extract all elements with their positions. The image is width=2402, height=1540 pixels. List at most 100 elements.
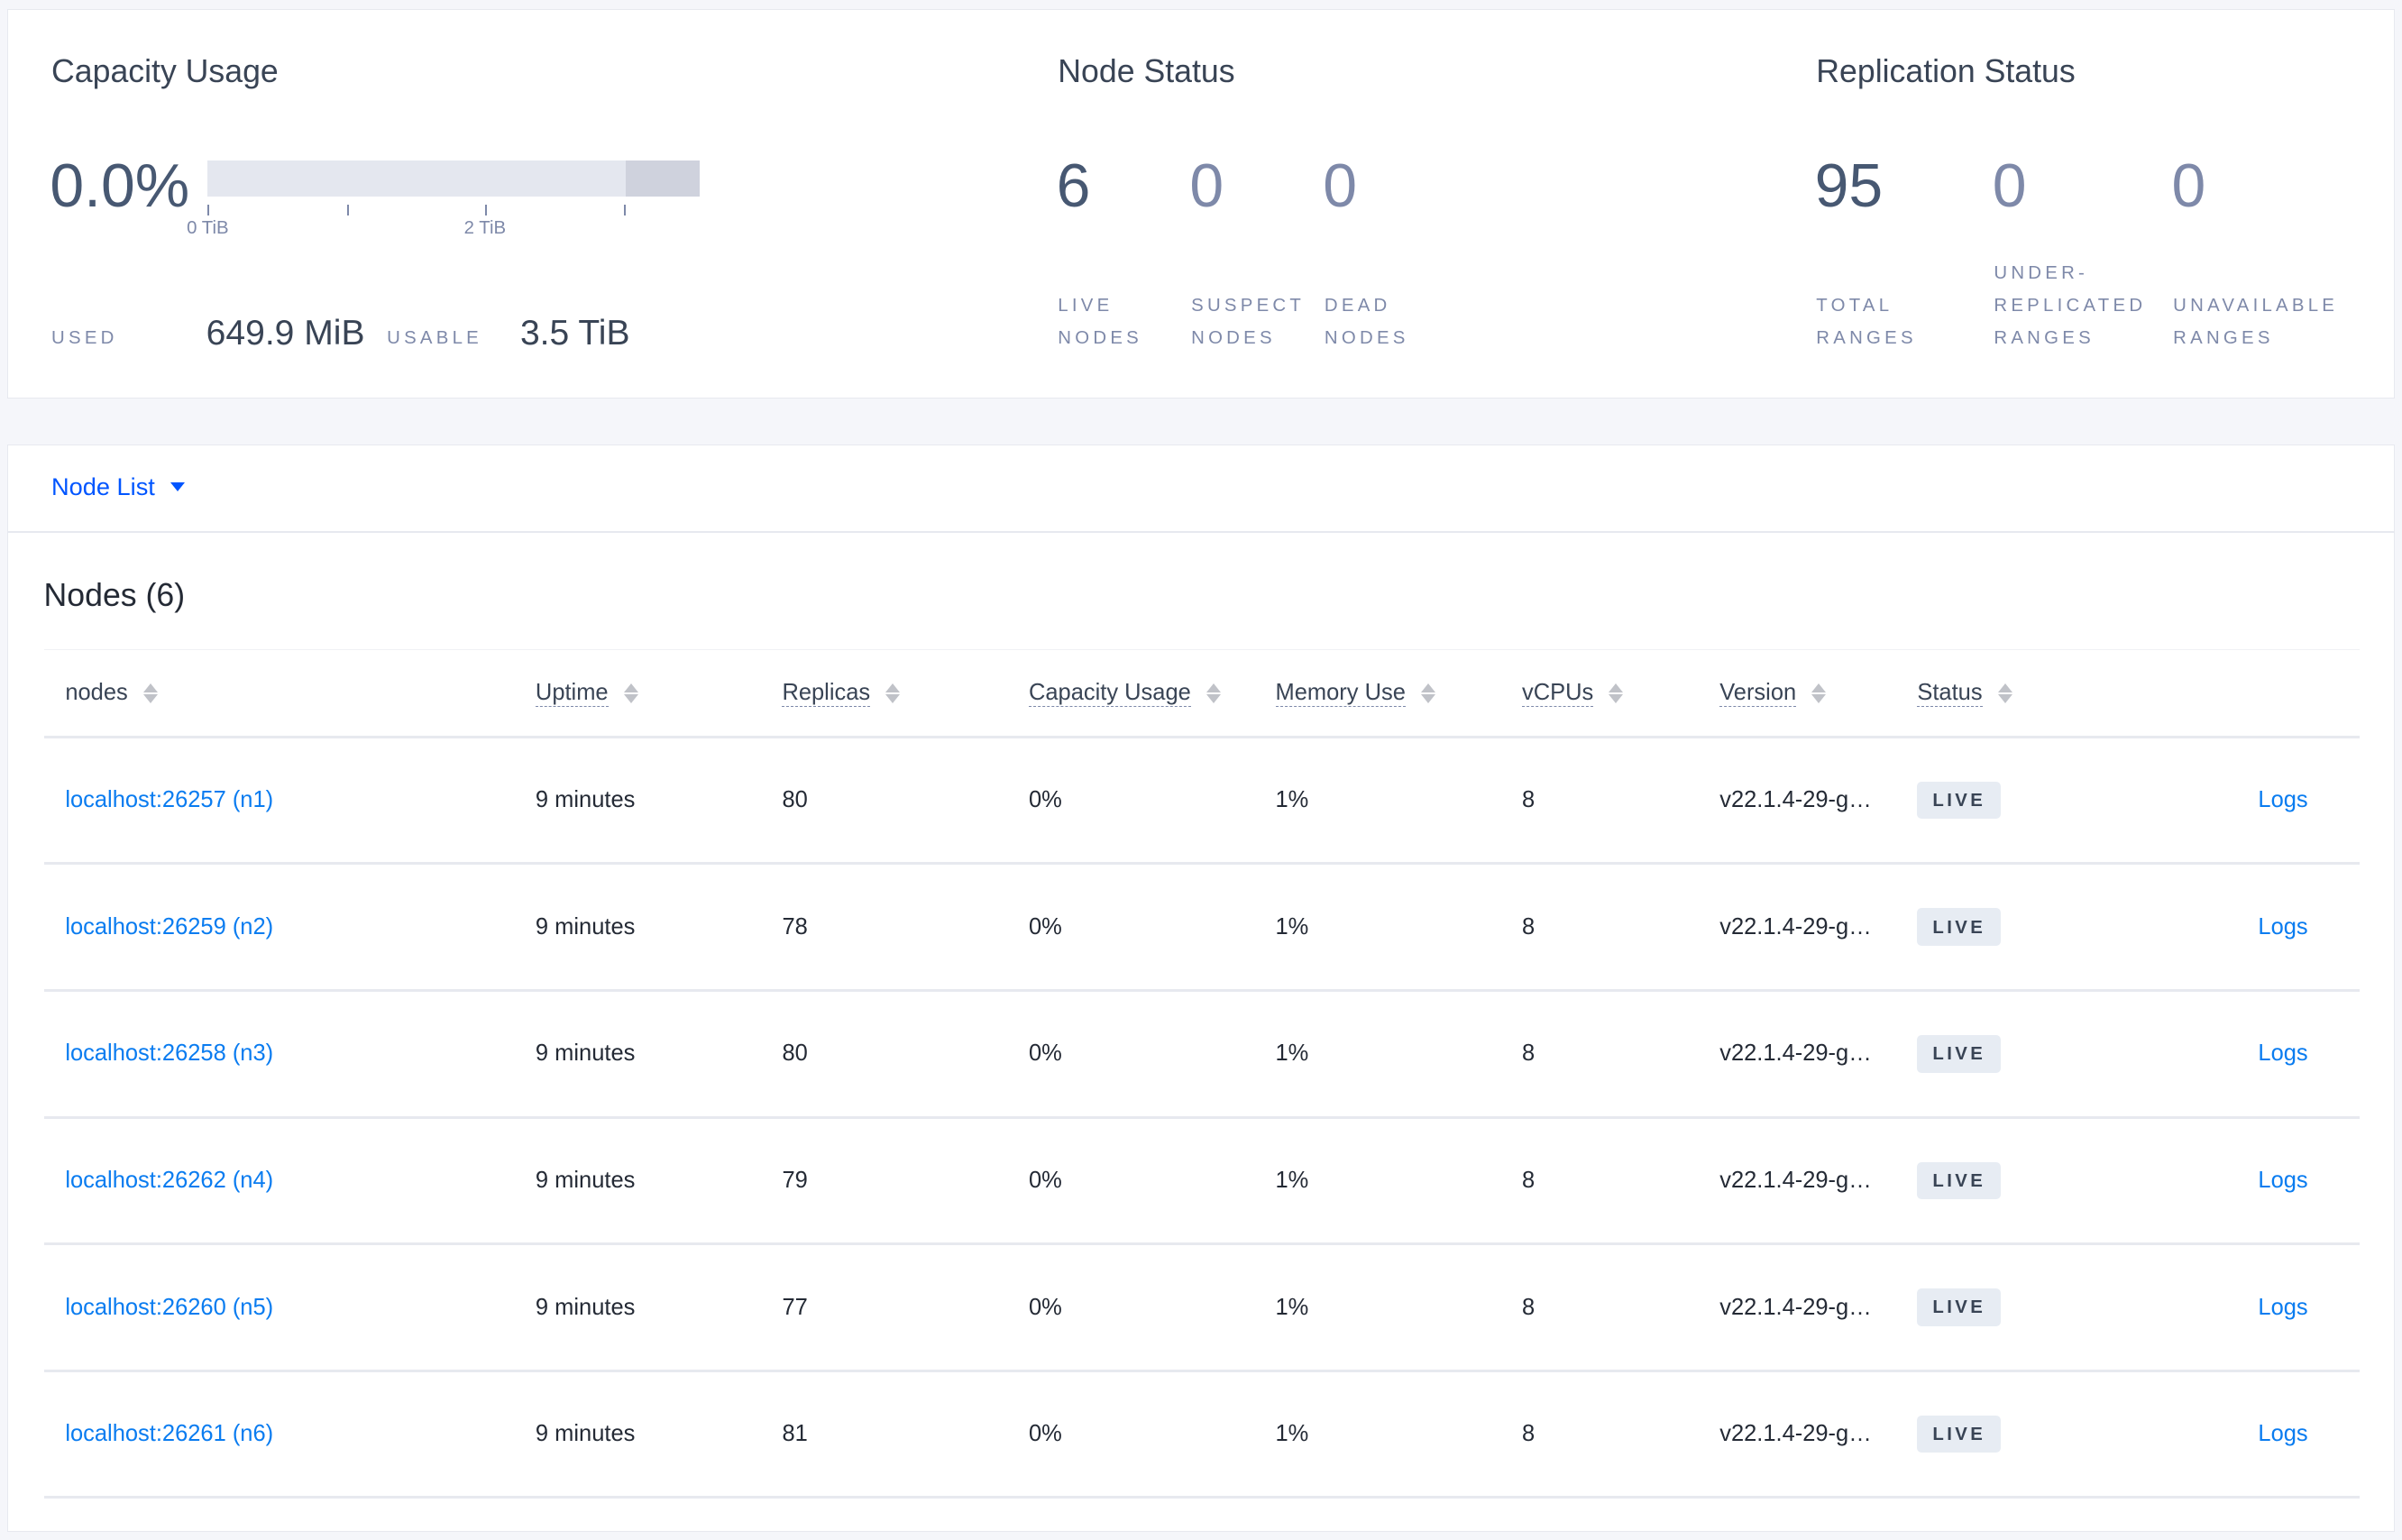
vcpus-cell: 8: [1522, 737, 1720, 866]
cluster-summary: Capacity Usage 0.0% 0 TiB 2 TiB Used 649…: [7, 9, 2395, 399]
live-nodes-label: Live Nodes: [1058, 296, 1142, 348]
used-value: 649.9 MiB: [206, 313, 365, 353]
memory-cell: 1%: [1275, 1117, 1523, 1246]
vcpus-cell: 8: [1522, 1243, 1720, 1372]
column-header-empty: [2147, 648, 2361, 738]
nodes-table: nodes Uptime Replicas Capacity Usage Memory …: [43, 648, 2361, 1499]
vcpus-cell: 8: [1522, 863, 1720, 993]
memory-cell: 1%: [1275, 990, 1523, 1119]
column-header-label: nodes: [65, 679, 128, 705]
vcpus-cell: 8: [1522, 1117, 1720, 1246]
table-row: localhost:26257 (n1) 9 minutes 80 0% 1% …: [43, 737, 2361, 866]
memory-cell: 1%: [1275, 1243, 1523, 1372]
capacity-percent: 0.0%: [50, 151, 190, 221]
version-cell: v22.1.4-29-g…: [1719, 1370, 1918, 1499]
node-link[interactable]: localhost:26261 (n6): [65, 1421, 274, 1447]
node-link[interactable]: localhost:26257 (n1): [65, 787, 274, 813]
table-row: localhost:26260 (n5) 9 minutes 77 0% 1% …: [43, 1243, 2361, 1372]
sort-icon[interactable]: [623, 682, 639, 704]
usable-value: 3.5 TiB: [519, 313, 630, 353]
under-replicated-label: Under-replicated Ranges: [1994, 263, 2147, 348]
total-ranges-count: 95: [1814, 151, 1884, 221]
column-header-capacity-usage[interactable]: Capacity Usage: [1028, 648, 1276, 738]
column-header-nodes[interactable]: nodes: [43, 648, 536, 738]
table-row: localhost:26261 (n6) 9 minutes 81 0% 1% …: [43, 1370, 2361, 1499]
replicas-cell: 78: [782, 863, 1029, 993]
memory-cell: 1%: [1275, 1370, 1523, 1499]
sort-icon[interactable]: [1420, 682, 1436, 704]
logs-link[interactable]: Logs: [2258, 787, 2308, 813]
sort-icon[interactable]: [1811, 682, 1827, 704]
logs-link[interactable]: Logs: [2258, 1421, 2308, 1447]
uptime-cell: 9 minutes: [535, 737, 783, 866]
capacity-cell: 0%: [1028, 1117, 1276, 1246]
node-link[interactable]: localhost:26260 (n5): [65, 1294, 274, 1320]
capacity-cell: 0%: [1028, 863, 1276, 993]
column-header-replicas[interactable]: Replicas: [782, 648, 1029, 738]
column-header-label: Memory Use: [1275, 679, 1406, 708]
capacity-cell: 0%: [1028, 1243, 1276, 1372]
status-badge: LIVE: [1917, 781, 2002, 820]
axis-tick: [624, 204, 627, 215]
node-list-dropdown[interactable]: Node List: [51, 472, 185, 501]
logs-link[interactable]: Logs: [2258, 913, 2308, 940]
status-badge: LIVE: [1917, 908, 2002, 947]
version-cell: v22.1.4-29-g…: [1719, 1117, 1918, 1246]
logs-link[interactable]: Logs: [2258, 1040, 2308, 1067]
node-list-panel: Node List Nodes (6) nodes Uptime Replicas C…: [7, 444, 2395, 1532]
unavailable-label: Unavailable Ranges: [2173, 296, 2339, 348]
node-link[interactable]: localhost:26262 (n4): [65, 1167, 274, 1193]
unavailable-count: 0: [2171, 151, 2206, 221]
used-label: Used: [51, 327, 118, 348]
status-badge: LIVE: [1917, 1034, 2002, 1073]
column-header-memory-use[interactable]: Memory Use: [1275, 648, 1523, 738]
uptime-cell: 9 minutes: [535, 1117, 783, 1246]
logs-link[interactable]: Logs: [2258, 1167, 2308, 1193]
version-cell: v22.1.4-29-g…: [1719, 737, 1918, 866]
uptime-cell: 9 minutes: [535, 863, 783, 993]
tick-label: 0 TiB: [187, 218, 229, 239]
sort-icon[interactable]: [885, 682, 901, 704]
sort-icon[interactable]: [1609, 682, 1624, 704]
suspect-nodes-label: Suspect Nodes: [1191, 296, 1305, 348]
version-cell: v22.1.4-29-g…: [1719, 1243, 1918, 1372]
capacity-cell: 0%: [1028, 990, 1276, 1119]
column-header-label: Version: [1719, 679, 1797, 708]
version-cell: v22.1.4-29-g…: [1719, 990, 1918, 1119]
column-header-label: vCPUs: [1522, 679, 1594, 708]
column-header-version[interactable]: Version: [1719, 648, 1918, 738]
replicas-cell: 80: [782, 737, 1029, 866]
divider: [8, 530, 2394, 533]
capacity-cell: 0%: [1028, 1370, 1276, 1499]
replicas-cell: 80: [782, 990, 1029, 1119]
vcpus-cell: 8: [1522, 1370, 1720, 1499]
column-header-uptime[interactable]: Uptime: [535, 648, 783, 738]
column-header-label: Uptime: [535, 679, 609, 708]
sort-icon[interactable]: [1206, 682, 1222, 704]
capacity-title: Capacity Usage: [51, 52, 279, 89]
usable-label: Usable: [387, 327, 483, 348]
caret-down-icon: [170, 482, 185, 492]
table-row: localhost:26258 (n3) 9 minutes 80 0% 1% …: [43, 990, 2361, 1119]
status-badge: LIVE: [1917, 1415, 2002, 1453]
axis-tick: [346, 204, 349, 215]
status-badge: LIVE: [1917, 1161, 2002, 1200]
tick-label: 2 TiB: [463, 218, 507, 239]
nodes-title: Nodes (6): [43, 576, 186, 613]
column-header-label: Capacity Usage: [1028, 679, 1191, 708]
total-ranges-label: Total Ranges: [1816, 296, 1917, 348]
sort-icon[interactable]: [142, 682, 159, 704]
logs-link[interactable]: Logs: [2258, 1294, 2308, 1320]
column-header-vcpus[interactable]: vCPUs: [1522, 648, 1720, 738]
node-link[interactable]: localhost:26259 (n2): [65, 913, 274, 940]
live-nodes-count: 6: [1056, 151, 1091, 221]
capacity-bar: [207, 160, 700, 197]
axis-tick: [484, 204, 487, 215]
status-badge: LIVE: [1917, 1288, 2002, 1326]
column-header-status[interactable]: Status: [1917, 648, 2148, 738]
vcpus-cell: 8: [1522, 990, 1720, 1119]
sort-icon[interactable]: [1997, 682, 2013, 704]
node-link[interactable]: localhost:26258 (n3): [65, 1040, 274, 1067]
column-header-label: Replicas: [782, 679, 871, 708]
table-row: localhost:26259 (n2) 9 minutes 78 0% 1% …: [43, 863, 2361, 993]
